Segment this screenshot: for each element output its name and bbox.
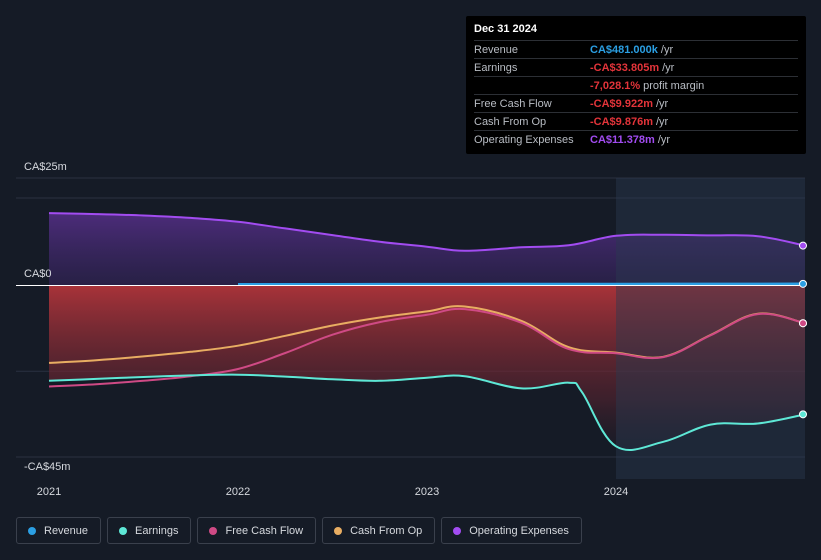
past-year-highlight [616,178,805,479]
free-cash-flow-end-marker [799,319,807,328]
x-tick-label: 2024 [604,486,628,498]
legend-label: Operating Expenses [469,524,569,537]
x-tick-label: 2022 [226,486,250,498]
legend-dot-icon [119,526,128,535]
y-tick-label: CA$25m [24,161,67,173]
tooltip-row-value: -CA$33.805m [590,61,660,74]
y-axis-labels: CA$25m CA$0 -CA$45m [24,161,70,473]
tooltip-row: Revenue CA$481.000k/yr [474,40,798,58]
y-tick-label: CA$0 [24,268,52,280]
tooltip-row-unit: /yr [660,43,674,56]
tooltip: Dec 31 2024 Revenue CA$481.000k/yr Earning… [466,16,806,154]
free-cash-flow-line [48,307,805,388]
earnings-end-marker [799,410,807,419]
tooltip-row-label: Revenue [474,43,519,56]
earnings-line [48,373,805,451]
tooltip-row-label: Cash From Op [474,115,547,128]
legend-label: Cash From Op [350,524,423,537]
legend-item-cash-from-op[interactable]: Cash From Op [322,517,436,544]
tooltip-row: Earnings -CA$33.805m/yr [474,58,798,76]
tooltip-row-unit: /yr [662,61,675,74]
tooltip-row-label: Free Cash Flow [474,97,552,110]
x-tick-label: 2021 [37,486,61,498]
legend-dot-icon [28,526,36,535]
tooltip-row-value: CA$11.378m [590,133,655,146]
tooltip-row: Cash From Op -CA$9.876m/yr [474,112,798,130]
tooltip-rows: Revenue CA$481.000k/yr Earnings -CA$33.805m… [474,40,798,148]
legend-item-revenue[interactable]: Revenue [16,517,102,544]
tooltip-row: Free Cash Flow -CA$9.922m/yr [474,94,798,112]
legend-dot-icon [334,526,343,535]
tooltip-date: Dec 31 2024 [474,23,537,35]
tooltip-row-unit: /yr [655,97,669,110]
tooltip-row-unit: /yr [655,115,669,128]
tooltip-row-value: CA$481.000k [590,43,658,56]
chart-areas [49,213,805,450]
y-tick-label: -CA$45m [24,461,70,473]
operating-expenses-line [48,212,805,252]
legend-label: Earnings [135,524,179,537]
tooltip-row-unit: /yr [657,133,671,146]
x-axis-labels: 2021 2022 2023 2024 [37,486,628,498]
tooltip-row: -7,028.1% profit margin [474,76,798,94]
operating-expenses-end-marker [799,241,807,250]
operating-expenses-area [49,213,805,286]
revenue-line [237,282,805,286]
tooltip-row-label: Operating Expenses [474,133,574,146]
tooltip-row-label: Earnings [474,61,518,74]
negative-area [49,285,805,450]
tooltip-row-value: -CA$9.922m [590,97,653,110]
tooltip-row-value: -7,028.1% [590,79,641,92]
chart-lines [48,212,805,451]
legend-item-free-cash-flow[interactable]: Free Cash Flow [197,517,317,544]
legend-item-earnings[interactable]: Earnings [107,517,192,544]
x-tick-label: 2023 [415,486,439,498]
revenue-end-marker [799,279,807,288]
legend-label: Free Cash Flow [225,524,304,537]
tooltip-row-value: -CA$9.876m [590,115,653,128]
legend: Revenue Earnings Free Cash Flow Cash From O… [16,517,582,544]
series-end-markers [799,241,807,419]
tooltip-row: Operating Expenses CA$11.378m/yr [474,130,798,148]
legend-dot-icon [453,526,462,535]
legend-label: Revenue [44,524,89,537]
legend-item-operating-expenses[interactable]: Operating Expenses [441,517,582,544]
tooltip-row-unit: profit margin [643,79,705,92]
legend-dot-icon [209,526,218,535]
